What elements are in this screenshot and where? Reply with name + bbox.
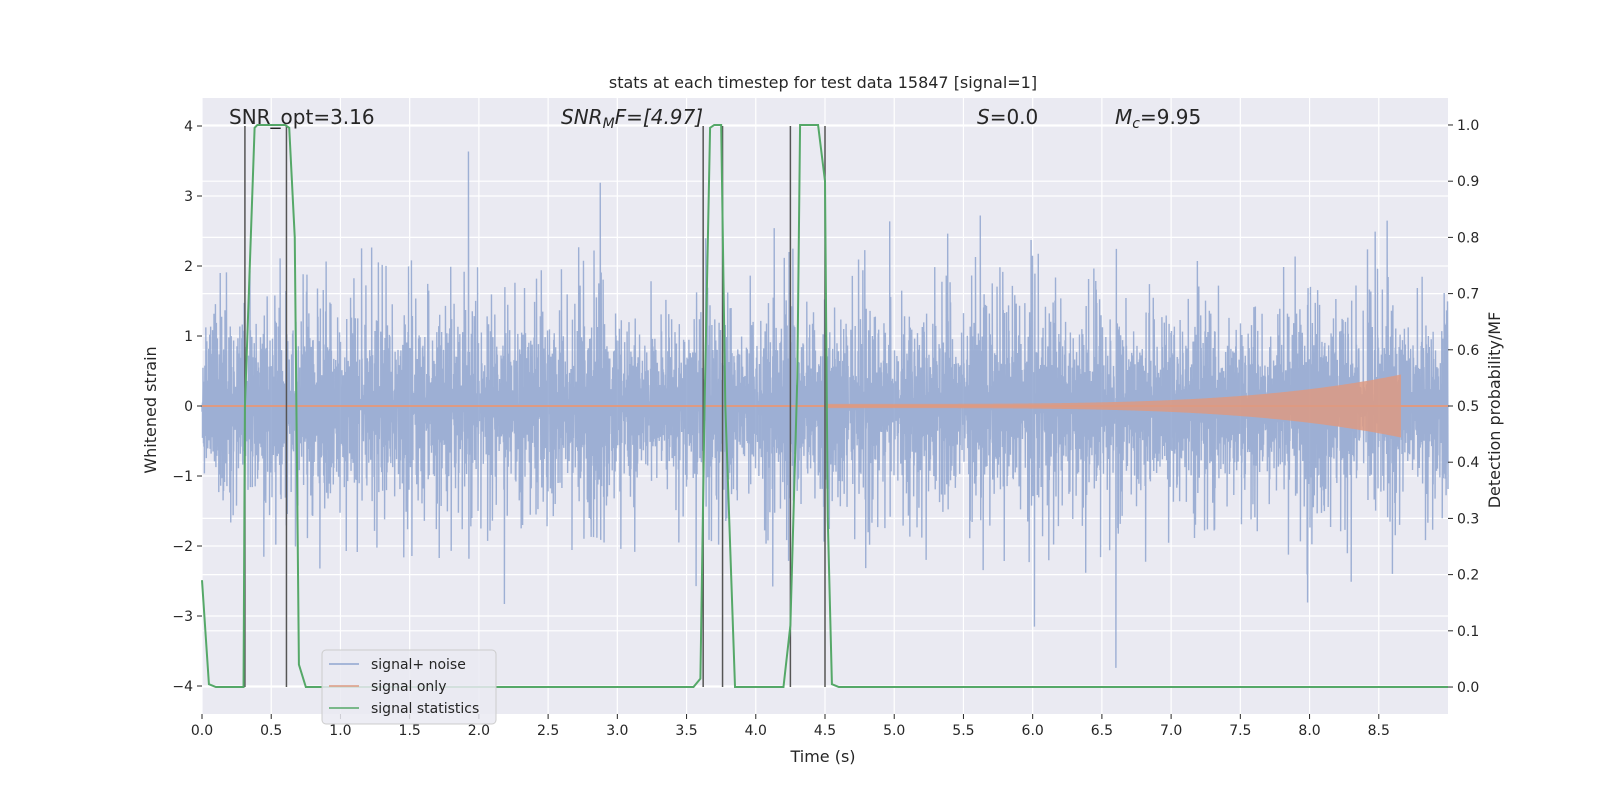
legend-label-signal-only: signal only [371, 679, 446, 695]
series-signal-statistics [201, 123, 1448, 689]
x-axis-ticks: 0.0 0.5 1.0 1.5 2.0 2.5 3.0 3.5 4.0 4.5 5.0 5.5 6.0 6… [191, 714, 1390, 739]
x-tick-label: 0.5 [260, 723, 282, 739]
y-axis-left-label: Whitened strain [141, 346, 160, 473]
y-right-tick-label: 0.7 [1457, 287, 1479, 303]
y-left-tick-label: −3 [172, 609, 193, 625]
annotation-mc-base: M [1115, 105, 1132, 129]
y-right-tick-label: 0.5 [1457, 399, 1479, 415]
annotation-mc: Mc=9.95 [1115, 105, 1201, 132]
legend-label-signal-statistics: signal statistics [371, 701, 479, 717]
chart-title: stats at each timestep for test data 158… [609, 73, 1037, 92]
annotation-snr-mf-rest: F=[4.97] [615, 105, 703, 129]
x-tick-label: 5.0 [883, 723, 905, 739]
y-right-tick-label: 0.0 [1457, 680, 1479, 696]
y-axis-left-ticks: 4 3 2 1 0 −1 −2 −3 −4 [172, 119, 202, 695]
annotation-s-rest: =0.0 [990, 105, 1039, 129]
annotation-snr-mf-sub: M [603, 116, 615, 132]
y-right-tick-label: 0.3 [1457, 511, 1479, 527]
x-tick-label: 2.0 [468, 723, 490, 739]
x-tick-label: 3.5 [675, 723, 697, 739]
x-tick-label: 1.0 [329, 723, 351, 739]
y-right-tick-label: 0.1 [1457, 624, 1479, 640]
x-tick-label: 1.5 [399, 723, 421, 739]
stats-line [201, 123, 1448, 689]
y-axis-right-ticks: 1.0 0.9 0.8 0.7 0.6 0.5 0.4 0.3 0.2 0.1 0.0 [1448, 118, 1479, 696]
annotation-snr-mf: SNRMF=[4.97] [561, 105, 703, 132]
y-right-tick-label: 0.6 [1457, 343, 1479, 359]
annotation-mc-rest: =9.95 [1140, 105, 1201, 129]
x-tick-label: 6.5 [1091, 723, 1113, 739]
x-tick-label: 7.5 [1229, 723, 1251, 739]
x-tick-label: 5.5 [952, 723, 974, 739]
y-left-tick-label: −2 [172, 539, 193, 555]
y-left-tick-label: 4 [184, 119, 193, 135]
annotation-s-base: S [977, 105, 990, 129]
y-right-tick-label: 1.0 [1457, 118, 1479, 134]
legend-label-signal-plus-noise: signal+ noise [371, 657, 466, 673]
y-left-tick-label: 0 [184, 399, 193, 415]
annotation-mc-sub: c [1132, 116, 1140, 132]
annotation-snr-mf-base: SNR [561, 105, 603, 129]
y-left-tick-label: 3 [184, 189, 193, 205]
y-left-tick-label: 1 [184, 329, 193, 345]
x-tick-label: 8.5 [1368, 723, 1390, 739]
y-left-tick-label: −4 [172, 679, 193, 695]
y-right-tick-label: 0.8 [1457, 230, 1479, 246]
legend: signal+ noise signal only signal statist… [321, 649, 497, 725]
y-right-tick-label: 0.2 [1457, 568, 1479, 584]
x-tick-label: 3.0 [606, 723, 628, 739]
annotation-s: S=0.0 [977, 105, 1038, 129]
x-tick-label: 4.0 [745, 723, 767, 739]
legend-box [321, 649, 497, 725]
x-tick-label: 7.0 [1160, 723, 1182, 739]
y-axis-right-label: Detection probability/MF [1485, 312, 1504, 509]
y-left-tick-label: −1 [172, 469, 193, 485]
x-tick-label: 0.0 [191, 723, 213, 739]
x-tick-label: 2.5 [537, 723, 559, 739]
x-tick-label: 6.0 [1022, 723, 1044, 739]
x-tick-label: 8.0 [1298, 723, 1320, 739]
x-axis-label: Time (s) [789, 747, 855, 766]
x-tick-label: 4.5 [814, 723, 836, 739]
y-right-tick-label: 0.4 [1457, 455, 1479, 471]
y-left-tick-label: 2 [184, 259, 193, 275]
y-right-tick-label: 0.9 [1457, 174, 1479, 190]
annotation-snr-opt: SNR_opt=3.16 [229, 105, 375, 129]
